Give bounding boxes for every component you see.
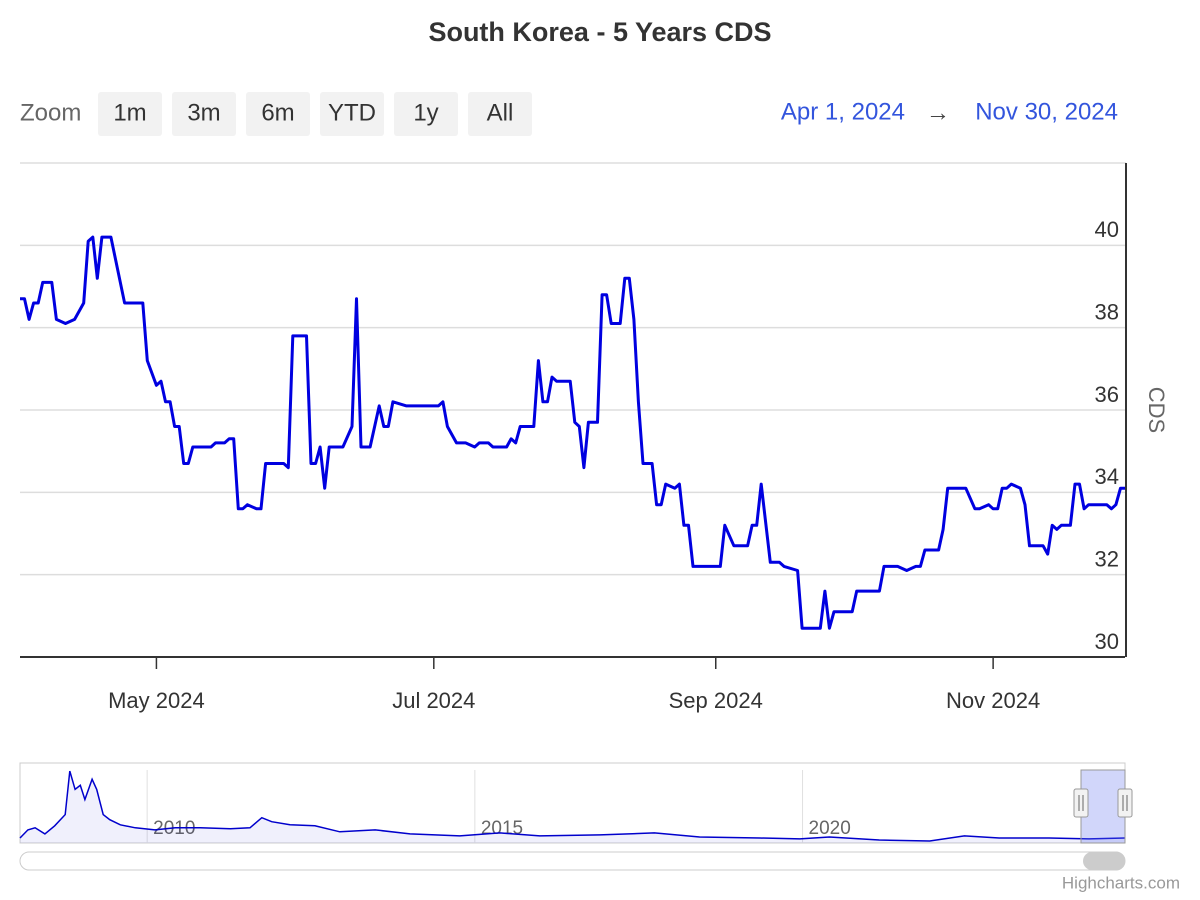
navigator-line <box>19 770 1126 842</box>
y-tick-label: 38 <box>1095 299 1119 324</box>
zoom-button[interactable] <box>172 92 236 136</box>
navigator-tick-label: 2020 <box>809 818 851 839</box>
y-tick-label: 32 <box>1095 546 1119 571</box>
zoom-button[interactable] <box>98 92 162 136</box>
range-from[interactable]: Apr 1, 2024 <box>781 98 905 125</box>
zoom-button-label[interactable]: 1m <box>113 99 146 126</box>
y-tick-label: 30 <box>1095 629 1119 654</box>
zoom-button[interactable] <box>394 92 458 136</box>
zoom-button[interactable] <box>320 92 384 136</box>
range-arrow: → <box>926 99 950 126</box>
y-tick-label: 36 <box>1095 382 1119 407</box>
zoom-button[interactable] <box>468 92 532 136</box>
zoom-button-label[interactable]: YTD <box>328 99 376 126</box>
navigator-handle[interactable] <box>1117 788 1133 818</box>
zoom-label: Zoom <box>20 99 81 126</box>
navigator-handle-grip <box>1122 795 1128 811</box>
zoom-button[interactable] <box>246 92 310 136</box>
navigator-handle-grip <box>1078 795 1084 811</box>
y-tick-label: 40 <box>1095 217 1119 242</box>
navigator-handle[interactable] <box>1073 788 1089 818</box>
x-tick-label: Sep 2024 <box>669 688 763 713</box>
range-to[interactable]: Nov 30, 2024 <box>975 98 1118 125</box>
navigator-area <box>20 771 1125 843</box>
scrollbar-track[interactable] <box>19 851 1126 871</box>
scrollbar-thumb[interactable] <box>1083 852 1125 870</box>
zoom-button-label[interactable]: 3m <box>187 99 220 126</box>
x-tick-label: May 2024 <box>108 688 205 713</box>
zoom-button-label[interactable]: 6m <box>261 99 294 126</box>
zoom-button-label[interactable]: 1y <box>413 99 438 126</box>
data-line <box>20 235 1125 630</box>
chart-title: South Korea - 5 Years CDS <box>428 17 771 47</box>
credits[interactable]: Highcharts.com <box>1062 873 1180 892</box>
zoom-button-label[interactable]: All <box>487 99 514 126</box>
x-tick-label: Nov 2024 <box>946 688 1040 713</box>
y-tick-label: 34 <box>1095 464 1119 489</box>
x-tick-label: Jul 2024 <box>392 688 475 713</box>
y-axis-title: CDS <box>1144 387 1169 433</box>
